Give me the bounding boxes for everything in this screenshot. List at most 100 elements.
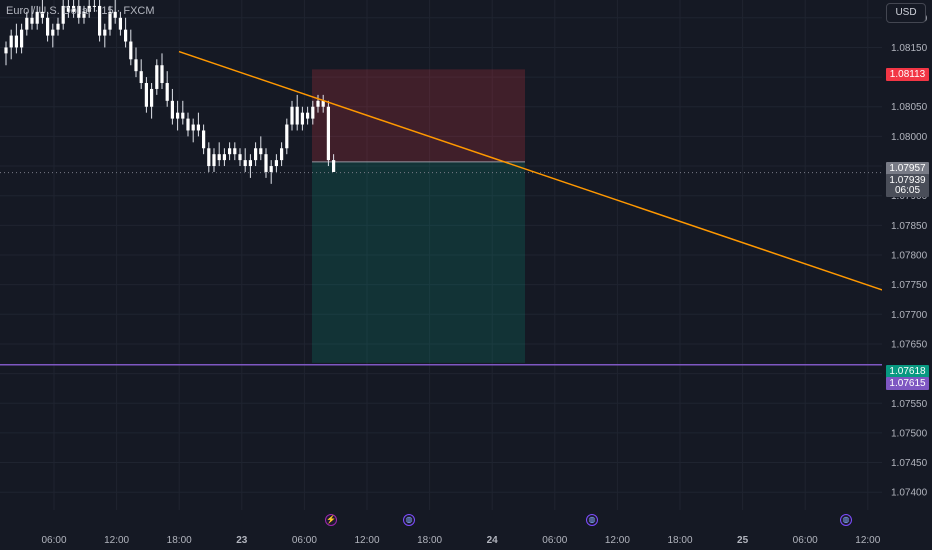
candle-body [332, 160, 336, 172]
price-tick-label: 1.07850 [891, 221, 928, 232]
candle-body [4, 47, 8, 54]
price-tick-label: 1.07800 [891, 251, 928, 262]
price-tick-label: 1.07750 [891, 280, 928, 291]
time-tick-label: 06:00 [793, 535, 818, 546]
candle-body [82, 11, 86, 18]
price-tick-label: 1.07700 [891, 310, 928, 321]
candle-body [222, 154, 226, 161]
price-axis[interactable]: 1.082001.081501.081001.080501.080001.079… [882, 0, 932, 550]
time-tick-label: 12:00 [605, 535, 630, 546]
candle-body [254, 148, 258, 161]
candle-body [155, 65, 159, 89]
candle-body [170, 100, 174, 119]
target-price-tag: 1.07618 [886, 365, 929, 378]
grid [0, 0, 882, 510]
candle-body [98, 5, 102, 36]
time-tick-label: 18:00 [417, 535, 442, 546]
candle-body [35, 11, 39, 24]
candle-body [92, 5, 96, 7]
candle-body [72, 5, 76, 12]
stop-price-tag: 1.08113 [886, 68, 929, 81]
candle-body [196, 124, 200, 131]
time-tick-label: 24 [487, 535, 499, 546]
time-axis[interactable]: 06:00 12:00 18:00 23 06:00 12:00 18:00 24 06:00 1… [41, 535, 880, 546]
time-tick-label: 06:00 [41, 535, 66, 546]
candle-body [264, 154, 268, 172]
time-tick-label: 06:00 [542, 535, 567, 546]
price-tick-label: 1.07650 [891, 339, 928, 350]
candle-body [269, 166, 273, 172]
time-tick-label: 12:00 [855, 535, 880, 546]
candle-body [113, 11, 117, 18]
position-zones[interactable] [312, 69, 525, 363]
candle-body [176, 112, 180, 119]
candle-body [66, 5, 70, 12]
candle-body [274, 160, 278, 167]
candle-body [217, 154, 221, 161]
candle-body [25, 17, 29, 30]
candle-body [144, 83, 148, 107]
candle-body [165, 83, 169, 101]
candle-body [103, 29, 107, 36]
time-tick-label: 12:00 [104, 535, 129, 546]
chart-title: Euro / U.S. Dollar · 15 · FXCM [6, 5, 155, 17]
candle-body [40, 11, 44, 18]
price-tick-label: 1.08150 [891, 43, 928, 54]
currency-button[interactable]: USD [886, 3, 926, 23]
candle-body [248, 160, 252, 167]
candle-body [311, 106, 315, 119]
candle-body [259, 148, 263, 155]
candle-body [46, 17, 50, 36]
candle-body [285, 124, 289, 149]
candles [4, 0, 336, 184]
price-tick-label: 1.08000 [891, 132, 928, 143]
price-tick-label: 1.07400 [891, 488, 928, 499]
candle-body [181, 112, 185, 119]
globe-icon[interactable]: ◍ [586, 514, 598, 526]
entry-price-tag: 1.07957 [886, 162, 929, 175]
price-tick-label: 1.07450 [891, 458, 928, 469]
candle-body [243, 160, 247, 167]
candle-body [212, 154, 216, 167]
candle-body [14, 35, 18, 48]
candle-body [321, 100, 325, 107]
time-tick-label: 18:00 [167, 535, 192, 546]
candle-body [51, 29, 55, 36]
candle-body [30, 17, 34, 24]
candle-body [295, 106, 299, 125]
candle-body [160, 65, 164, 84]
globe-icon[interactable]: ◍ [840, 514, 852, 526]
price-axis-bg [882, 0, 932, 550]
candle-body [56, 23, 60, 30]
candle-body [238, 154, 242, 161]
candle-body [20, 29, 24, 48]
time-tick-label: 12:00 [354, 535, 379, 546]
candle-body [77, 5, 81, 18]
trendline-layer[interactable] [178, 50, 885, 292]
current-price-tag: 1.07939 [886, 174, 929, 187]
chart-lines [0, 172, 882, 366]
time-tick-label: 06:00 [292, 535, 317, 546]
candle-body [118, 17, 122, 30]
candle-body [191, 124, 195, 131]
candle-body [280, 148, 284, 161]
candle-body [61, 5, 65, 24]
candle-body [139, 71, 143, 84]
candle-body [186, 118, 190, 131]
time-tick-label: 23 [236, 535, 248, 546]
trendline [178, 50, 885, 292]
globe-icon[interactable]: ◍ [403, 514, 415, 526]
candle-body [9, 35, 13, 48]
price-tick-label: 1.07500 [891, 428, 928, 439]
price-tick-label: 1.07550 [891, 399, 928, 410]
candle-body [87, 5, 91, 12]
candle-body [124, 29, 128, 42]
lightning-icon[interactable]: ⚡ [325, 514, 337, 526]
candle-body [207, 148, 211, 167]
candle-body [290, 106, 294, 125]
countdown-tag: 06:05 [886, 184, 929, 197]
candle-body [316, 100, 320, 107]
candle-body [228, 148, 232, 155]
